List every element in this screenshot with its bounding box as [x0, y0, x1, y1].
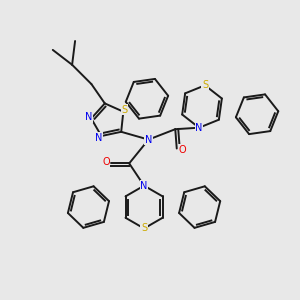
Text: S: S — [122, 105, 128, 115]
Text: S: S — [141, 224, 147, 233]
Text: N: N — [95, 133, 102, 142]
Text: N: N — [140, 181, 148, 191]
Text: N: N — [145, 135, 152, 145]
Text: O: O — [102, 157, 110, 167]
Text: S: S — [202, 80, 208, 90]
Text: O: O — [178, 145, 186, 155]
Text: N: N — [85, 112, 93, 122]
Text: N: N — [195, 123, 203, 133]
